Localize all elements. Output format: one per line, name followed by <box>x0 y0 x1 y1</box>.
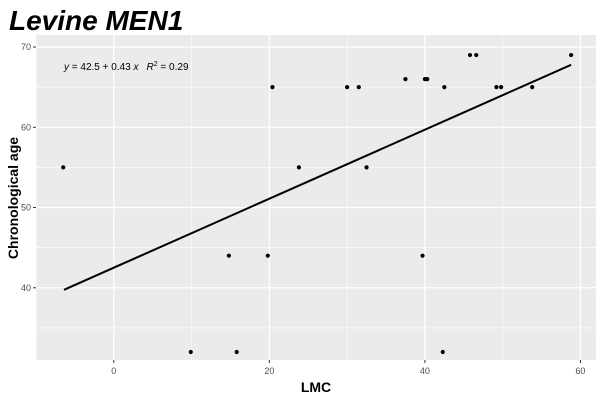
data-point <box>420 253 425 258</box>
data-point <box>440 349 445 355</box>
data-point <box>467 52 473 58</box>
data-point <box>442 85 447 90</box>
x-tick-label: 0 <box>111 366 116 376</box>
annot-equation: = 42.5 + 0.43 <box>69 62 134 73</box>
x-tick-label: 20 <box>264 366 274 376</box>
regression-line <box>63 63 572 291</box>
chart-title: Levine MEN1 <box>9 5 183 36</box>
data-point <box>425 77 430 82</box>
data-points <box>61 52 574 355</box>
data-point <box>61 165 66 170</box>
regression-annotation: y = 42.5 + 0.43 x R2 = 0.29 <box>63 61 189 73</box>
data-point <box>270 85 275 90</box>
x-axis-title: LMC <box>301 379 331 395</box>
annot-r-exponent: 2 <box>154 61 158 68</box>
plot-panel <box>36 35 596 360</box>
data-point <box>296 165 301 170</box>
data-point <box>494 85 499 90</box>
y-tick-label: 60 <box>21 122 31 132</box>
annot-r-var: R <box>147 62 154 73</box>
data-point <box>226 253 231 258</box>
annot-x-var: x <box>133 62 140 73</box>
y-tick-label: 70 <box>21 42 31 52</box>
data-point <box>345 85 350 90</box>
data-point <box>499 85 504 90</box>
major-gridlines <box>36 35 596 360</box>
y-axis-title: Chronological age <box>5 137 21 259</box>
data-point <box>530 85 535 90</box>
data-point <box>474 52 479 58</box>
x-tick-label: 40 <box>420 366 430 376</box>
data-point <box>188 349 193 355</box>
data-point <box>569 52 574 58</box>
annot-r-value: = 0.29 <box>158 62 189 73</box>
y-tick-label: 40 <box>21 283 31 293</box>
data-point <box>265 253 270 258</box>
y-tick-label: 50 <box>21 203 31 213</box>
y-axis-ticks: 40 50 60 70 <box>21 42 36 293</box>
data-point <box>234 349 239 355</box>
annot-y-var: y <box>63 62 70 73</box>
x-axis-ticks: 0 20 40 60 <box>111 360 585 376</box>
data-point <box>403 77 408 82</box>
x-tick-label: 60 <box>575 366 585 376</box>
data-point <box>364 165 369 170</box>
data-point <box>356 85 361 90</box>
